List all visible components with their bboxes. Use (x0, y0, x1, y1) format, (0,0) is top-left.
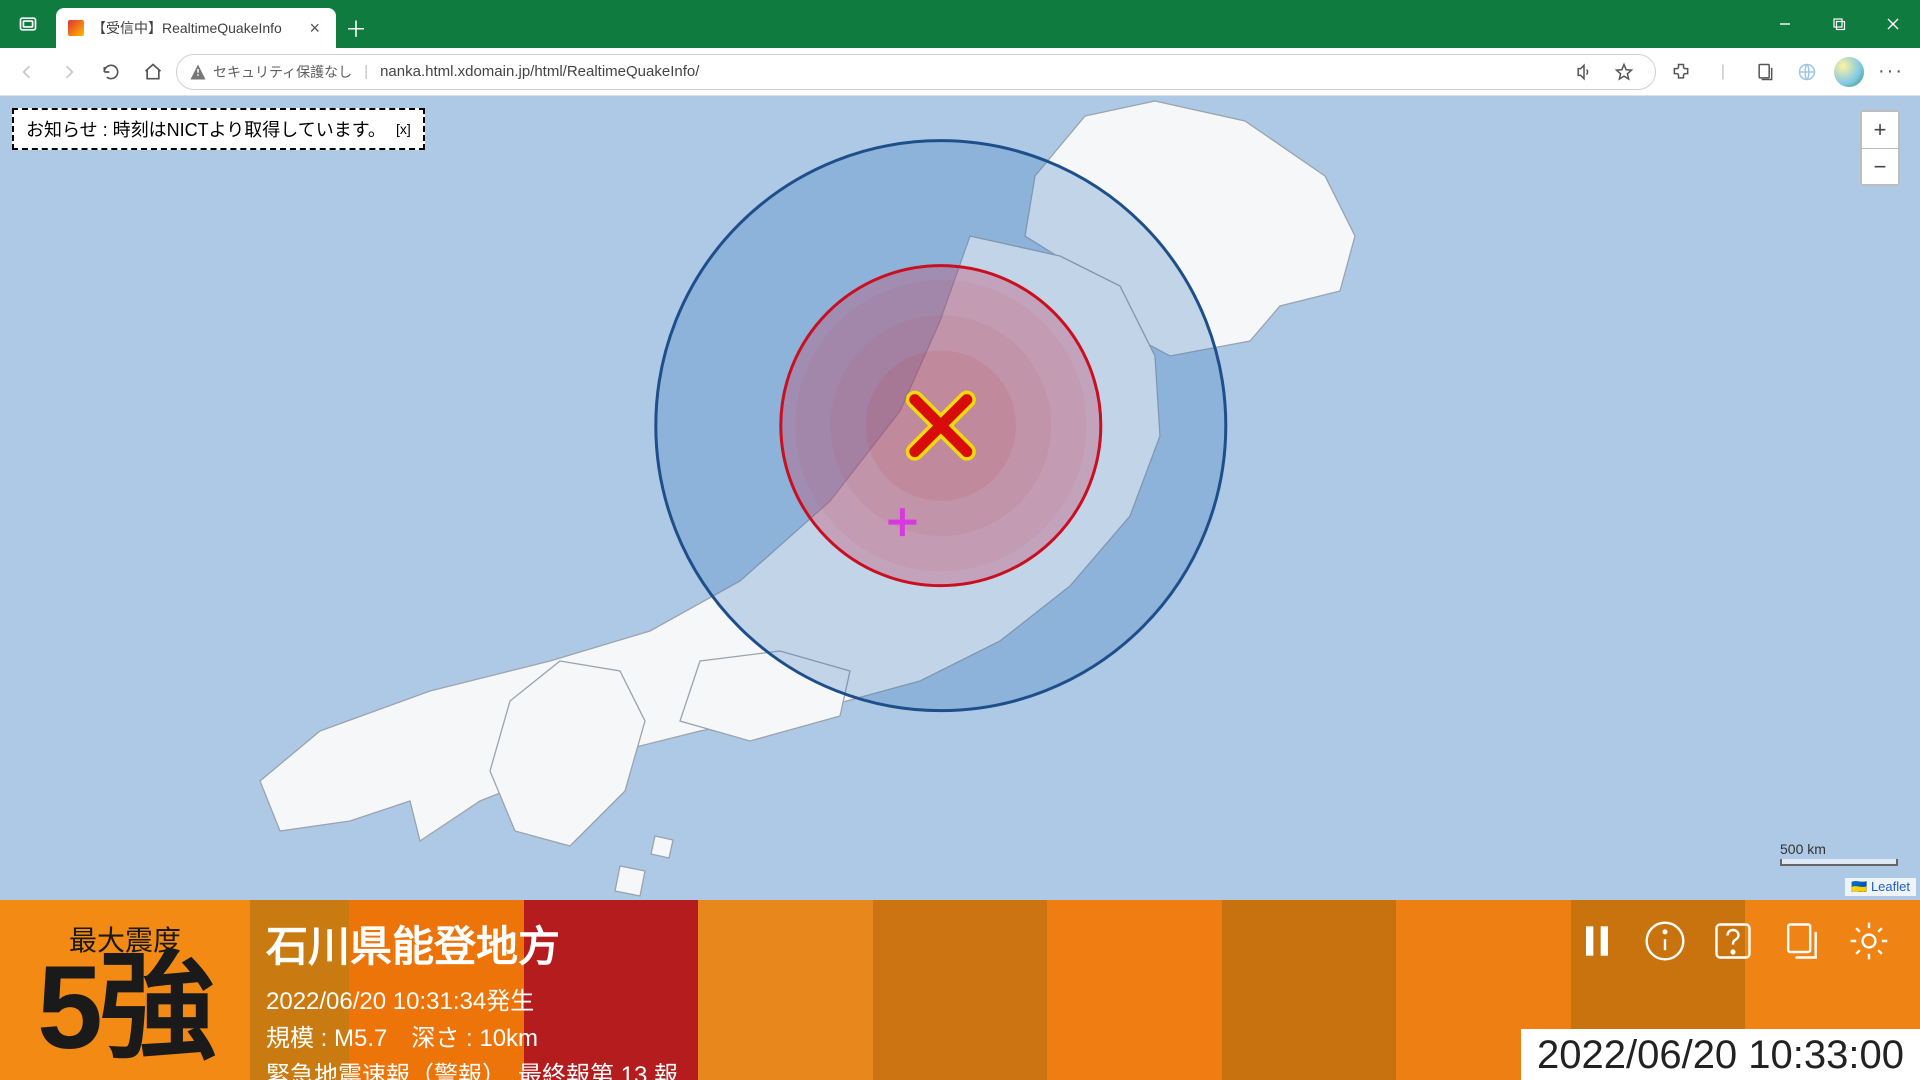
collections-icon[interactable] (1744, 53, 1786, 91)
home-button[interactable] (134, 53, 172, 91)
read-aloud-icon[interactable] (1565, 53, 1603, 91)
active-tab[interactable]: 【受信中】RealtimeQuakeInfo × (56, 8, 336, 48)
security-label: セキュリティ保護なし (213, 62, 352, 82)
intensity-value: 5強 (37, 949, 213, 1067)
back-button[interactable] (8, 53, 46, 91)
map-attribution[interactable]: 🇺🇦 Leaflet (1845, 878, 1916, 896)
japan-map (0, 96, 1920, 900)
profile-button[interactable] (1828, 53, 1870, 91)
zoom-in-button[interactable]: + (1862, 112, 1898, 148)
security-indicator[interactable]: セキュリティ保護なし (189, 62, 352, 82)
scale-label: 500 km (1780, 841, 1826, 857)
zoom-control: + − (1860, 110, 1900, 186)
intensity-panel: 最大震度 5強 (0, 900, 250, 1080)
ie-mode-icon[interactable] (1786, 53, 1828, 91)
tab-close-button[interactable]: × (305, 18, 324, 39)
magnitude-depth: 規模 : M5.7 深さ : 10km (266, 1020, 678, 1057)
tab-title: 【受信中】RealtimeQuakeInfo (92, 18, 282, 38)
settings-icon[interactable] (1846, 918, 1892, 964)
scale-bar: 500 km (1780, 841, 1898, 866)
origin-time: 2022/06/20 10:31:34発生 (266, 983, 678, 1020)
info-bar-actions (1574, 918, 1892, 964)
copy-icon[interactable] (1778, 918, 1824, 964)
new-tab-button[interactable]: ＋ (336, 8, 376, 48)
forward-button[interactable] (50, 53, 88, 91)
eew-report: 緊急地震速報（警報） 最終報第 13 報 (266, 1057, 678, 1080)
map-viewport[interactable]: お知らせ : 時刻はNICTより取得しています。 [x] + − 500 km … (0, 96, 1920, 900)
title-bar: 【受信中】RealtimeQuakeInfo × ＋ (0, 0, 1920, 48)
maximize-button[interactable] (1812, 0, 1866, 48)
notice-text: お知らせ : 時刻はNICTより取得しています。 (26, 116, 386, 142)
zoom-out-button[interactable]: − (1862, 148, 1898, 184)
leaflet-link[interactable]: Leaflet (1871, 879, 1910, 894)
epicenter-region: 石川県能登地方 (266, 914, 678, 979)
close-window-button[interactable] (1866, 0, 1920, 48)
minimize-button[interactable] (1758, 0, 1812, 48)
notice-box: お知らせ : 時刻はNICTより取得しています。 [x] (12, 108, 425, 150)
quake-info-bar: 最大震度 5強 石川県能登地方 2022/06/20 10:31:34発生 規模… (0, 900, 1920, 1080)
toolbar: セキュリティ保護なし | nanka.html.xdomain.jp/html/… (0, 48, 1920, 96)
favorite-icon[interactable] (1605, 53, 1643, 91)
window-controls (1758, 0, 1920, 48)
refresh-button[interactable] (92, 53, 130, 91)
pause-button[interactable] (1574, 918, 1620, 964)
url-text: nanka.html.xdomain.jp/html/RealtimeQuake… (380, 63, 699, 80)
more-button[interactable]: ··· (1870, 53, 1912, 91)
toolbar-actions: | ··· (1660, 53, 1912, 91)
help-icon[interactable] (1710, 918, 1756, 964)
address-bar[interactable]: セキュリティ保護なし | nanka.html.xdomain.jp/html/… (176, 54, 1656, 90)
tab-overview-button[interactable] (0, 0, 56, 48)
tab-favicon (68, 20, 84, 36)
info-icon[interactable] (1642, 918, 1688, 964)
clock: 2022/06/20 10:33:00 (1521, 1029, 1920, 1080)
quake-detail: 石川県能登地方 2022/06/20 10:31:34発生 規模 : M5.7 … (250, 900, 688, 1080)
notice-close[interactable]: [x] (396, 121, 411, 137)
extensions-icon[interactable] (1660, 53, 1702, 91)
